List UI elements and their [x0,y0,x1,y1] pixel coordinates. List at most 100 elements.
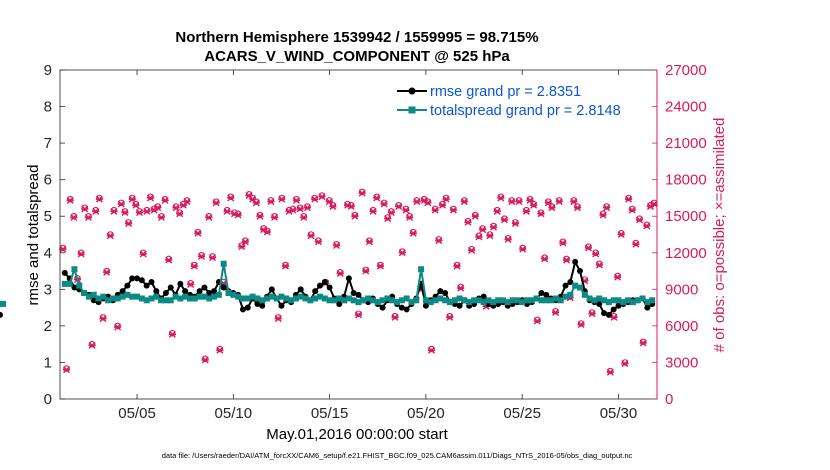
obs-possible-point [512,219,519,226]
obs-assimilated-point [121,209,129,217]
obs-assimilated-point [146,194,155,202]
obs-possible-point [344,200,351,208]
rmse-point [567,279,574,286]
obs-possible-point [526,195,534,203]
totalspread-point [143,297,150,304]
obs-assimilated-point [449,206,457,214]
totalspread-point [191,295,198,302]
rmse-point [610,306,617,313]
totalspread-point [504,299,511,306]
rmse-point [355,291,362,298]
obs-assimilated-point [117,200,125,208]
obs-possible-point [307,231,315,238]
totalspread-point [538,297,545,304]
obs-possible-point [534,316,541,324]
totalspread-point [625,297,632,304]
rmse-point [336,300,343,307]
obs-possible-point [497,193,505,200]
obs-possible-point [563,255,570,263]
obs-possible-point [238,242,245,249]
y-right-tick-label: 9000 [665,281,698,298]
obs-assimilated-point [351,212,359,220]
obs-possible-point [362,266,370,274]
totalspread-point [408,299,415,306]
totalspread-point [316,293,323,300]
obs-assimilated-point [318,193,326,201]
totalspread-point [557,297,564,304]
obs-possible-point [406,212,413,220]
obs-assimilated-point [475,233,483,241]
obs-possible-point [194,228,202,236]
totalspread-point [167,297,174,304]
obs-possible-point [395,202,402,209]
totalspread-point [95,295,102,302]
totalspread-point [182,293,189,300]
obs-assimilated-point [176,210,184,218]
obs-assimilated-point [238,243,246,251]
totalspread-point [369,297,376,304]
obs-assimilated-point [227,194,235,202]
totalspread-point [268,293,275,300]
rmse-point [403,306,410,313]
y-right-tick-label: 24000 [665,99,707,116]
obs-assimilated-point [376,262,384,270]
obs-possible-point [191,261,198,269]
obs-possible-point [278,194,286,202]
obs-possible-point [143,206,151,214]
totalspread-point [177,295,184,302]
obs-possible-point [77,249,85,257]
y-right-tick-label: 27000 [665,62,707,79]
obs-assimilated-point [252,199,260,207]
obs-possible-point [515,197,523,204]
obs-possible-point [139,249,147,257]
y-left-tick-label: 0 [44,391,52,408]
rmse-point [345,275,352,282]
obs-assimilated-point [497,194,505,202]
totalspread-point [466,299,473,306]
totalspread-point [413,297,420,304]
obs-possible-point [351,211,359,219]
obs-possible-point [92,206,99,214]
x-tick-label: 05/20 [407,405,445,422]
obs-assimilated-point [610,313,618,321]
totalspread-point [225,289,232,296]
obs-assimilated-point [643,222,651,230]
obs-possible-point [96,194,103,202]
obs-assimilated-point [562,256,571,264]
legend-spread-label: totalspread grand pr = 2.8148 [430,103,621,119]
obs-possible-point [446,312,453,320]
obs-possible-point [187,279,194,287]
x-tick-label: 05/05 [118,405,156,422]
obs-assimilated-point [555,198,563,206]
totalspread-point [215,291,222,298]
x-tick-label: 05/10 [215,405,253,422]
totalspread-point [586,295,593,302]
obs-assimilated-point [190,262,198,270]
legend-rmse-marker [408,87,416,95]
totalspread-point [649,297,656,304]
obs-assimilated-point [442,195,450,203]
obs-possible-point [337,269,344,276]
totalspread-point [509,297,516,304]
obs-possible-point [242,237,249,244]
y-right-tick-label: 12000 [665,245,707,262]
obs-assimilated-point [632,240,640,248]
obs-assimilated-point [168,330,176,338]
rmse-point [211,288,218,295]
obs-possible-point [154,203,162,210]
obs-assimilated-point [314,238,322,246]
rmse-point [71,284,78,291]
obs-possible-point [639,338,647,345]
obs-possible-point [311,194,318,202]
y-left-tick-label: 5 [44,208,52,225]
totalspread-point [360,297,367,304]
obs-assimilated-point [292,196,301,204]
legend: rmse grand pr = 2.8351 totalspread grand… [397,84,621,119]
totalspread-point [432,297,439,304]
rmse-point [278,302,285,309]
rmse-point [297,286,304,293]
totalspread-point [471,297,478,304]
totalspread-point [114,295,121,302]
rmse-point [201,284,208,291]
totalspread-point [211,293,218,300]
